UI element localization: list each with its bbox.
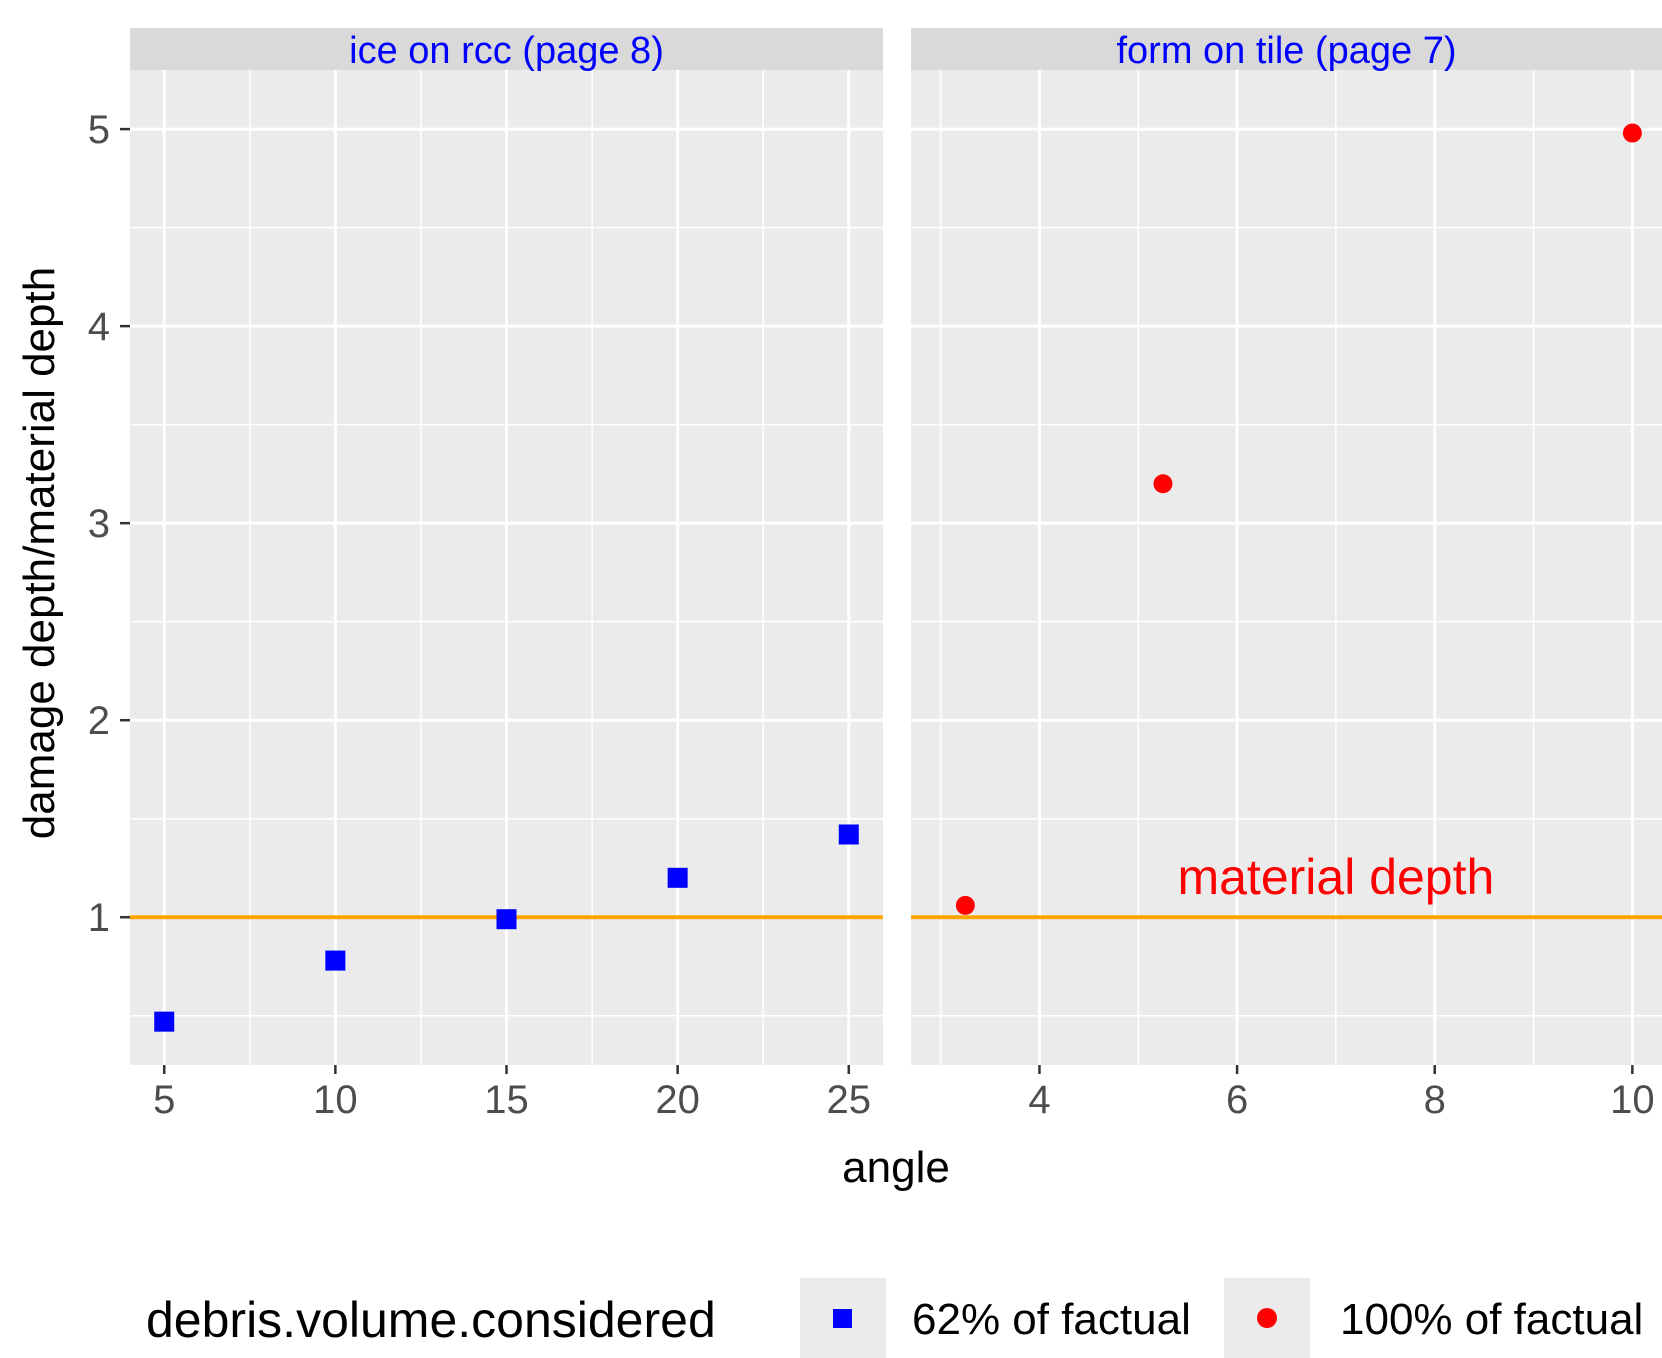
legend: debris.volume.considered 62% of factual … xyxy=(146,1278,1643,1358)
y-axis: 1 2 3 4 5 xyxy=(88,108,130,940)
facet-strip xyxy=(911,28,1662,70)
y-axis-label: damage depth/material depth xyxy=(15,267,64,839)
panel-1: ice on rcc (page 8) 5 10 15 20 25 xyxy=(130,28,883,1122)
y-tick-label: 3 xyxy=(88,502,110,546)
x-tick-label: 4 xyxy=(1028,1078,1050,1122)
facet-title: form on tile (page 7) xyxy=(1116,30,1456,72)
annotation-label: material depth xyxy=(1177,849,1494,905)
data-point xyxy=(325,950,346,971)
data-point xyxy=(1622,123,1642,143)
x-tick-label: 25 xyxy=(827,1078,872,1122)
y-tick-label: 5 xyxy=(88,108,110,152)
legend-title: debris.volume.considered xyxy=(146,1292,716,1348)
legend-entry-label: 62% of factual xyxy=(912,1295,1191,1344)
x-tick-label: 20 xyxy=(655,1078,700,1122)
data-point xyxy=(667,867,688,888)
y-tick-label: 2 xyxy=(88,699,110,743)
x-tick-label: 6 xyxy=(1226,1078,1248,1122)
x-axis-label: angle xyxy=(842,1143,950,1192)
data-point xyxy=(154,1011,175,1032)
x-tick-label: 8 xyxy=(1424,1078,1446,1122)
data-point xyxy=(1153,474,1173,494)
y-tick-label: 4 xyxy=(88,305,110,349)
data-point xyxy=(955,895,975,915)
x-tick-label: 10 xyxy=(1610,1078,1655,1122)
data-point xyxy=(838,824,859,845)
data-point xyxy=(496,909,517,930)
panels: ice on rcc (page 8) 5 10 15 20 25 form on tile… xyxy=(130,28,1662,1122)
legend-key-circle xyxy=(1257,1308,1277,1328)
x-tick-label: 5 xyxy=(153,1078,175,1122)
y-tick-label: 1 xyxy=(88,896,110,940)
legend-entry-label: 100% of factual xyxy=(1340,1295,1643,1344)
x-tick-label: 10 xyxy=(313,1078,358,1122)
facet-strip xyxy=(130,28,883,70)
x-tick-label: 15 xyxy=(484,1078,529,1122)
panel-background xyxy=(911,70,1662,1065)
facet-title: ice on rcc (page 8) xyxy=(349,30,664,72)
panel-2: form on tile (page 7) material depth 4 6 8 10 xyxy=(911,28,1662,1122)
legend-key-square xyxy=(833,1309,852,1328)
